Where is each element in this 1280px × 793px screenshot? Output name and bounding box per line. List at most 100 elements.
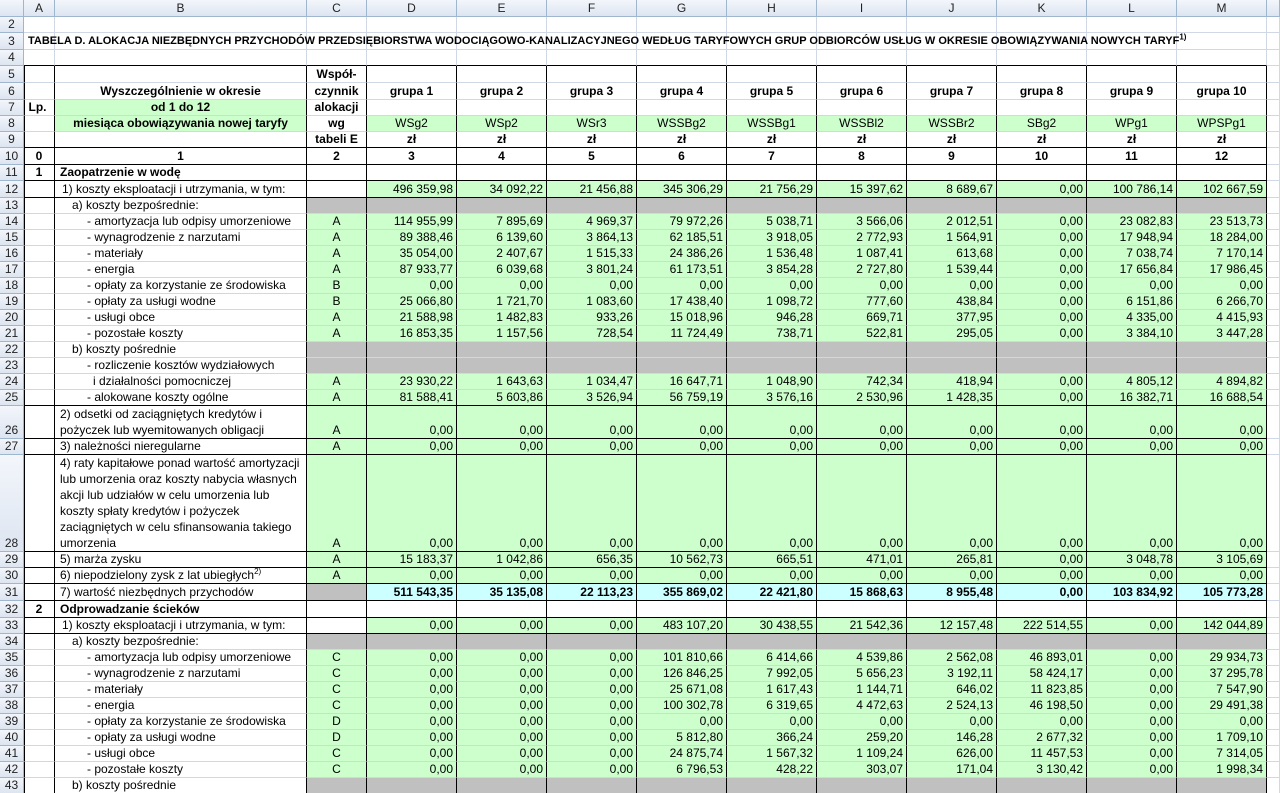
value: 522,81 <box>820 326 903 341</box>
value: 2 524,13 <box>910 698 993 713</box>
cell <box>997 17 1087 33</box>
cell <box>457 682 547 698</box>
value: 0,00 <box>460 650 543 665</box>
value-text: 7 895,69 <box>496 214 543 228</box>
cell <box>817 666 907 682</box>
factor-text: A <box>332 439 341 453</box>
factor-text: C <box>332 666 341 680</box>
value: 738,71 <box>730 326 813 341</box>
cell <box>55 568 307 584</box>
cell <box>907 148 997 165</box>
value: 21 756,29 <box>730 181 813 197</box>
value: 0,00 <box>370 698 453 713</box>
cell <box>367 310 457 326</box>
unit: zł <box>1090 132 1173 147</box>
cell <box>727 100 817 116</box>
cell <box>24 568 55 584</box>
description-header: Wyszczególnienie w okresie <box>58 83 303 99</box>
column-header: M <box>1177 0 1267 17</box>
unit: zł <box>1000 132 1083 147</box>
value: 2 562,08 <box>910 650 993 665</box>
value: 0,00 <box>460 746 543 761</box>
value: 16 647,71 <box>640 374 723 389</box>
cell <box>547 746 637 762</box>
cell <box>907 262 997 278</box>
value: 25 066,80 <box>370 294 453 309</box>
cell <box>637 406 727 439</box>
value-text: 777,60 <box>866 294 903 308</box>
cell <box>1087 17 1177 33</box>
value-text: 61 173,51 <box>669 262 723 276</box>
cell <box>24 390 55 406</box>
cell <box>24 278 55 294</box>
row-label-line: pożyczek lub wyemitowanych obligacji <box>60 423 265 437</box>
cell <box>1267 326 1280 342</box>
value: 126 846,25 <box>640 666 723 681</box>
cell <box>547 374 637 390</box>
cell <box>1177 326 1267 342</box>
cell <box>637 50 727 66</box>
row-label-text: 3) należności nieregularne <box>60 439 201 453</box>
value: 100 302,78 <box>640 698 723 713</box>
cell <box>24 746 55 762</box>
cell <box>997 198 1087 214</box>
value: 11 457,53 <box>1000 746 1084 761</box>
row-header-text: 35 <box>4 650 19 664</box>
group-code: WPg1 <box>1090 116 1173 131</box>
group-header-text: grupa 8 <box>1019 84 1064 98</box>
row-header-text: 21 <box>4 326 19 340</box>
value: 0,00 <box>370 730 453 745</box>
group-header: grupa 4 <box>640 83 723 99</box>
value-text: 2 530,96 <box>856 390 903 404</box>
value: 3 864,13 <box>550 230 633 245</box>
column-header-text: H <box>767 1 776 15</box>
value: 428,22 <box>730 762 813 777</box>
value-text: 1 087,41 <box>856 246 903 260</box>
cell <box>367 358 457 374</box>
cell <box>1087 83 1177 100</box>
value: 0,00 <box>1090 568 1173 583</box>
corner <box>0 0 24 17</box>
cell <box>817 246 907 262</box>
cell <box>907 165 997 181</box>
cell <box>367 698 457 714</box>
row-header: 38 <box>0 698 24 714</box>
row-label-line: b) koszty pośrednie <box>72 341 303 357</box>
cell <box>727 601 817 618</box>
cell <box>55 762 307 778</box>
value-text: 0,00 <box>1239 423 1263 437</box>
row-label: a) koszty bezpośrednie: <box>72 198 303 213</box>
cell <box>367 294 457 310</box>
factor: A <box>310 214 363 229</box>
cell <box>1267 310 1280 326</box>
cell <box>1087 374 1177 390</box>
row-label: - wynagrodzenie z narzutami <box>87 666 303 681</box>
row-header: 16 <box>0 246 24 262</box>
factor-text: A <box>332 390 341 404</box>
value: 0,00 <box>370 406 453 438</box>
cell <box>1267 214 1280 230</box>
cell <box>547 246 637 262</box>
value-text: 728,54 <box>596 326 633 340</box>
cell <box>907 100 997 116</box>
value-text: 1 144,71 <box>856 682 903 696</box>
value-text: 0,00 <box>609 698 633 712</box>
value-text: 345 306,29 <box>662 182 723 196</box>
value: 1 157,56 <box>460 326 543 341</box>
value-text: 7 547,90 <box>1216 682 1263 696</box>
cell <box>547 181 637 198</box>
value-text: 0,00 <box>1059 714 1083 728</box>
value-text: 3 918,05 <box>766 230 813 244</box>
row-header: 41 <box>0 746 24 762</box>
cell <box>55 148 307 165</box>
cell <box>637 148 727 165</box>
cell <box>547 390 637 406</box>
cell <box>1267 165 1280 181</box>
value: 3 384,10 <box>1090 326 1173 341</box>
cell <box>1267 746 1280 762</box>
row-label: - opłaty za korzystanie ze środowiska <box>87 714 303 729</box>
cell <box>1177 650 1267 666</box>
cell <box>727 746 817 762</box>
cell <box>817 406 907 439</box>
cell <box>817 746 907 762</box>
